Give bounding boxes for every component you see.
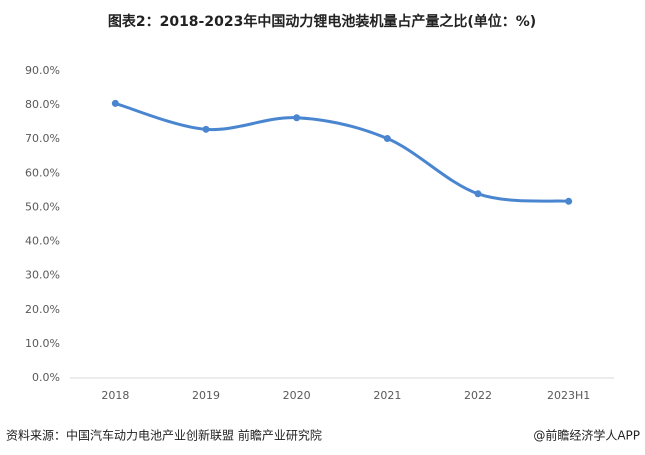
y-tick-label: 90.0% — [25, 64, 60, 77]
chart-title: 图表2：2018-2023年中国动力锂电池装机量占产量之比(单位：%) — [108, 13, 536, 30]
point — [111, 99, 119, 107]
y-tick-label: 20.0% — [25, 303, 60, 316]
credit: @前瞻经济学人APP — [533, 428, 640, 443]
y-tick-label: 30.0% — [25, 269, 60, 282]
y-tick-label: 80.0% — [25, 98, 60, 111]
y-tick-label: 40.0% — [25, 235, 60, 248]
y-tick-label: 60.0% — [25, 166, 60, 179]
source-note: 资料来源：中国汽车动力电池产业创新联盟 前瞻产业研究院 — [6, 428, 322, 443]
y-tick-label: 50.0% — [25, 200, 60, 213]
x-tick-label: 2022 — [464, 389, 492, 402]
y-tick-label: 10.0% — [25, 337, 60, 350]
x-tick-label: 2018 — [101, 389, 129, 402]
point — [474, 190, 482, 198]
y-tick-label: 70.0% — [25, 132, 60, 145]
x-tick-label: 2021 — [373, 389, 401, 402]
x-tick-label: 2023H1 — [547, 389, 590, 402]
x-tick-label: 2019 — [192, 389, 220, 402]
point — [202, 125, 210, 133]
point — [383, 135, 391, 143]
point — [293, 114, 301, 122]
x-tick-label: 2020 — [283, 389, 311, 402]
line — [114, 101, 569, 203]
point — [565, 197, 573, 205]
y-tick-label: 0.0% — [32, 371, 60, 384]
